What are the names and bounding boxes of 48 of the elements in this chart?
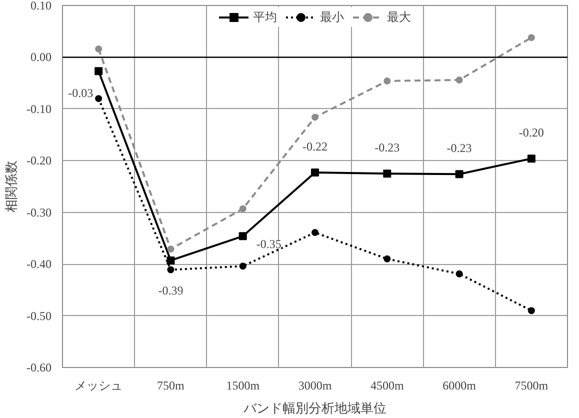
y-tick-label: -0.60: [26, 360, 52, 374]
data-label: -0.20: [518, 126, 544, 140]
x-tick-label: 6000m: [442, 378, 477, 392]
y-tick-label: 0.10: [30, 0, 52, 12]
point: [167, 266, 174, 274]
y-tick-label: -0.20: [26, 154, 52, 168]
point: [238, 232, 247, 240]
x-tick-label: 750m: [157, 378, 186, 392]
point: [94, 67, 103, 76]
data-label: -0.22: [302, 140, 328, 154]
point: [528, 307, 535, 314]
point: [239, 262, 246, 270]
data-label: -0.23: [374, 140, 400, 155]
x-tick-label: 3000m: [298, 378, 332, 392]
point: [384, 78, 391, 84]
point: [384, 255, 391, 262]
x-axis-title: バンド幅別分析地域単位: [242, 400, 386, 416]
legend-label: 最小: [320, 8, 344, 26]
y-axis-title: 相関係数: [4, 160, 19, 212]
data-label: -0.35: [256, 237, 282, 252]
point: [527, 154, 536, 163]
point: [95, 45, 102, 52]
x-tick-label: 1500m: [226, 378, 260, 392]
legend-label: 最大: [387, 8, 411, 26]
y-tick-label: -0.50: [26, 308, 52, 323]
data-label: -0.23: [446, 141, 472, 156]
point: [383, 170, 392, 178]
data-label: -0.03: [68, 86, 94, 100]
point: [456, 76, 463, 84]
x-tick-label: 7500m: [514, 378, 549, 392]
y-tick-label: 0.00: [30, 50, 52, 64]
point: [311, 168, 319, 177]
data-label: -0.39: [158, 283, 184, 298]
point: [312, 229, 318, 236]
legend-label: 平均: [253, 8, 277, 26]
point: [166, 256, 175, 264]
x-tick-label: メッシュ: [74, 378, 123, 392]
y-tick-label: -0.30: [26, 205, 52, 220]
point: [95, 95, 102, 102]
x-tick-label: 4500m: [370, 378, 404, 392]
point: [455, 170, 464, 178]
point: [456, 270, 463, 278]
y-tick-label: -0.10: [26, 102, 52, 116]
point: [312, 114, 318, 121]
point: [528, 34, 535, 42]
point: [239, 205, 246, 212]
point: [167, 246, 174, 253]
y-tick-label: -0.40: [26, 257, 52, 272]
